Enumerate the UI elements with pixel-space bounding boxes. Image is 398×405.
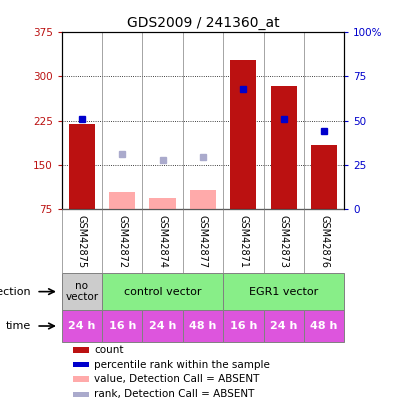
Text: infection: infection <box>0 287 31 296</box>
Bar <box>73 392 88 397</box>
Text: GSM42871: GSM42871 <box>238 215 248 268</box>
Bar <box>73 376 88 382</box>
Text: control vector: control vector <box>124 287 201 296</box>
Bar <box>73 347 88 353</box>
Text: no
vector: no vector <box>65 281 98 303</box>
Text: GSM42874: GSM42874 <box>158 215 168 268</box>
Text: GSM42875: GSM42875 <box>77 215 87 268</box>
Bar <box>69 124 95 209</box>
Text: 48 h: 48 h <box>310 321 338 331</box>
Text: rank, Detection Call = ABSENT: rank, Detection Call = ABSENT <box>94 390 255 399</box>
Text: 24 h: 24 h <box>68 321 96 331</box>
Text: value, Detection Call = ABSENT: value, Detection Call = ABSENT <box>94 374 259 384</box>
Bar <box>230 60 256 209</box>
Text: GSM42872: GSM42872 <box>117 215 127 268</box>
Text: 16 h: 16 h <box>109 321 136 331</box>
Text: GSM42877: GSM42877 <box>198 215 208 268</box>
Bar <box>109 192 135 209</box>
Bar <box>223 310 263 342</box>
Text: 48 h: 48 h <box>189 321 217 331</box>
Bar <box>263 310 304 342</box>
Bar <box>102 273 223 310</box>
Bar <box>304 310 344 342</box>
Bar <box>62 273 102 310</box>
Bar <box>183 310 223 342</box>
Bar <box>102 310 142 342</box>
Bar <box>62 310 102 342</box>
Bar <box>150 198 176 209</box>
Text: 16 h: 16 h <box>230 321 257 331</box>
Text: GSM42873: GSM42873 <box>279 215 289 268</box>
Text: GSM42876: GSM42876 <box>319 215 329 268</box>
Bar <box>271 87 297 209</box>
Text: 24 h: 24 h <box>149 321 176 331</box>
Bar <box>73 362 88 367</box>
Text: time: time <box>5 321 31 331</box>
Bar <box>142 310 183 342</box>
Text: percentile rank within the sample: percentile rank within the sample <box>94 360 270 369</box>
Title: GDS2009 / 241360_at: GDS2009 / 241360_at <box>127 16 279 30</box>
Bar <box>311 145 337 209</box>
Bar <box>223 273 344 310</box>
Text: EGR1 vector: EGR1 vector <box>249 287 318 296</box>
Text: 24 h: 24 h <box>270 321 297 331</box>
Bar <box>190 190 216 209</box>
Text: count: count <box>94 345 124 355</box>
